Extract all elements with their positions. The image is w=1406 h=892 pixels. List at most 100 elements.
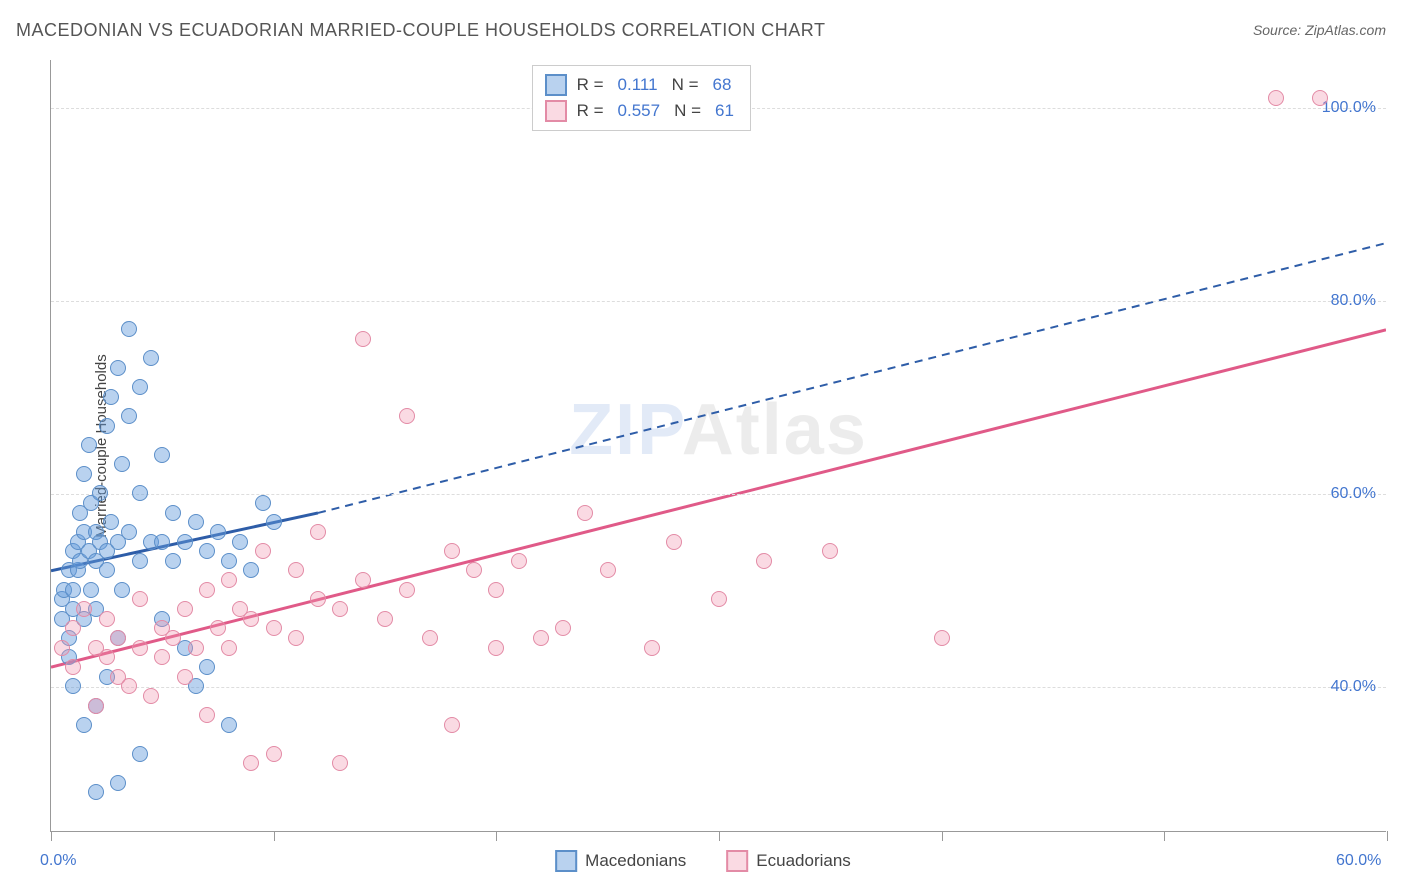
scatter-point <box>99 418 115 434</box>
scatter-point <box>255 495 271 511</box>
scatter-point <box>1268 90 1284 106</box>
scatter-point <box>154 447 170 463</box>
scatter-point <box>177 669 193 685</box>
gridline <box>51 687 1386 688</box>
x-tick-label: 60.0% <box>1336 852 1381 870</box>
scatter-point <box>533 630 549 646</box>
scatter-point <box>110 775 126 791</box>
plot-area: ZIPAtlas 40.0%60.0%80.0%100.0%R =0.111N … <box>50 60 1386 832</box>
source-attribution: Source: ZipAtlas.com <box>1253 22 1386 38</box>
scatter-point <box>355 331 371 347</box>
scatter-point <box>488 582 504 598</box>
scatter-point <box>114 582 130 598</box>
scatter-point <box>511 553 527 569</box>
chart-container: MACEDONIAN VS ECUADORIAN MARRIED-COUPLE … <box>0 0 1406 892</box>
scatter-point <box>81 437 97 453</box>
scatter-point <box>132 591 148 607</box>
scatter-point <box>65 582 81 598</box>
scatter-point <box>103 514 119 530</box>
scatter-point <box>143 688 159 704</box>
watermark-atlas: Atlas <box>682 390 868 470</box>
scatter-point <box>377 611 393 627</box>
scatter-point <box>255 543 271 559</box>
y-tick-label: 60.0% <box>1331 485 1376 503</box>
legend-swatch <box>555 850 577 872</box>
scatter-point <box>199 582 215 598</box>
x-tick <box>51 831 52 841</box>
legend-item: Macedonians <box>555 850 686 872</box>
scatter-point <box>488 640 504 656</box>
scatter-point <box>266 514 282 530</box>
scatter-point <box>466 562 482 578</box>
scatter-point <box>644 640 660 656</box>
scatter-point <box>399 408 415 424</box>
scatter-point <box>243 562 259 578</box>
scatter-point <box>210 620 226 636</box>
gridline <box>51 494 1386 495</box>
scatter-point <box>99 611 115 627</box>
scatter-point <box>199 707 215 723</box>
x-tick <box>496 831 497 841</box>
scatter-point <box>121 321 137 337</box>
stat-n-label: N = <box>674 101 701 121</box>
scatter-point <box>355 572 371 588</box>
scatter-point <box>103 389 119 405</box>
scatter-point <box>188 514 204 530</box>
scatter-point <box>288 630 304 646</box>
scatter-point <box>132 379 148 395</box>
scatter-point <box>399 582 415 598</box>
watermark: ZIPAtlas <box>569 389 868 471</box>
scatter-point <box>65 678 81 694</box>
scatter-point <box>711 591 727 607</box>
scatter-point <box>83 582 99 598</box>
stat-n-value: 68 <box>709 75 736 95</box>
stat-n-value: 61 <box>711 101 738 121</box>
scatter-point <box>177 534 193 550</box>
scatter-point <box>310 524 326 540</box>
scatter-point <box>310 591 326 607</box>
scatter-point <box>121 524 137 540</box>
scatter-point <box>199 543 215 559</box>
x-tick <box>719 831 720 841</box>
trend-line <box>318 243 1386 513</box>
scatter-point <box>822 543 838 559</box>
scatter-point <box>165 630 181 646</box>
scatter-point <box>221 553 237 569</box>
scatter-point <box>221 572 237 588</box>
scatter-point <box>99 649 115 665</box>
trend-lines-svg <box>51 60 1386 831</box>
scatter-point <box>577 505 593 521</box>
scatter-point <box>266 620 282 636</box>
x-tick <box>274 831 275 841</box>
scatter-point <box>88 784 104 800</box>
scatter-point <box>332 755 348 771</box>
scatter-point <box>154 534 170 550</box>
scatter-point <box>422 630 438 646</box>
legend-swatch <box>545 100 567 122</box>
scatter-point <box>243 755 259 771</box>
scatter-point <box>65 620 81 636</box>
stat-r-label: R = <box>577 75 604 95</box>
scatter-point <box>600 562 616 578</box>
scatter-point <box>165 553 181 569</box>
scatter-point <box>232 534 248 550</box>
scatter-point <box>444 717 460 733</box>
legend-label: Macedonians <box>585 851 686 871</box>
scatter-point <box>1312 90 1328 106</box>
stats-row: R =0.557N =61 <box>545 98 738 124</box>
gridline <box>51 301 1386 302</box>
scatter-point <box>132 746 148 762</box>
legend-item: Ecuadorians <box>726 850 851 872</box>
x-tick-label: 0.0% <box>40 852 76 870</box>
scatter-point <box>121 408 137 424</box>
scatter-point <box>110 360 126 376</box>
legend-swatch <box>726 850 748 872</box>
scatter-point <box>76 466 92 482</box>
legend-swatch <box>545 74 567 96</box>
scatter-point <box>114 456 130 472</box>
scatter-point <box>132 553 148 569</box>
y-tick-label: 40.0% <box>1331 678 1376 696</box>
scatter-point <box>165 505 181 521</box>
scatter-point <box>332 601 348 617</box>
scatter-point <box>65 659 81 675</box>
